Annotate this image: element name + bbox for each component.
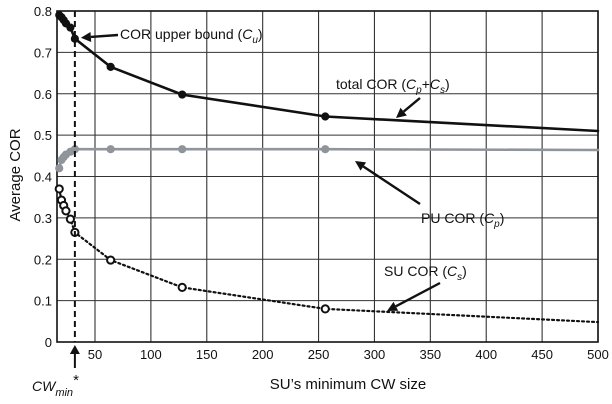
data-point: [178, 90, 187, 99]
x-tick-label: 300: [364, 347, 386, 362]
y-tick-label: 0.7: [34, 45, 52, 60]
y-axis-title: Average COR: [7, 128, 24, 221]
total-cor-annotation-arrow-shaft: [402, 97, 421, 113]
y-tick-label: 0: [45, 335, 52, 350]
x-tick-label: 400: [475, 347, 497, 362]
x-tick-label: 450: [531, 347, 553, 362]
reference-line: CWmin*: [32, 11, 80, 399]
ticks: 50 100 150 200 250 300 350 400 450 500 0 0.1 0.2 0.3 0…: [34, 4, 609, 362]
series-line-pu-cor: [57, 147, 600, 170]
data-point: [66, 23, 75, 32]
series-line-su-cor: [58, 187, 600, 324]
su-cor-annotation-arrow-head: [387, 301, 399, 311]
data-point: [177, 282, 187, 292]
data-point: [54, 184, 64, 194]
data-point: [320, 304, 330, 314]
su-cor-annotation-arrow-shaft: [395, 281, 441, 308]
y-tick-label: 0.4: [34, 170, 52, 185]
x-tick-label: 100: [140, 347, 162, 362]
grid: [56, 10, 599, 343]
data-point: [106, 145, 115, 154]
cu-annotation-arrow-head: [80, 32, 92, 42]
x-axis-title: SU’s minimum CW size: [270, 376, 426, 393]
y-tick-label: 0.8: [34, 4, 52, 19]
pu-cor-annotation-arrow-head: [355, 161, 367, 171]
total-cor-annotation: total COR (Cp+Cs): [336, 76, 450, 96]
cu-annotation: COR upper bound (Cu): [120, 26, 263, 46]
y-tick-label: 0.2: [34, 252, 52, 267]
annotations: COR upper bound (Cu) total COR (Cp+Cs) PU …: [80, 26, 504, 311]
data-point: [55, 164, 64, 173]
su-cor-annotation: SU COR (Cs): [384, 263, 467, 283]
data-point: [65, 214, 76, 224]
series: [54, 11, 600, 324]
plot-frame: [56, 10, 599, 343]
y-tick-label: 0.1: [34, 294, 52, 309]
x-tick-label: 150: [196, 347, 218, 362]
x-tick-label: 200: [252, 347, 274, 362]
y-tick-label: 0.6: [34, 87, 52, 102]
cw-min-label: CWmin*: [32, 372, 79, 399]
y-tick-label: 0.5: [34, 128, 52, 143]
data-point: [178, 145, 187, 154]
total-cor-annotation-arrow-head: [396, 107, 407, 118]
data-point: [106, 255, 116, 265]
x-tick-label: 50: [88, 347, 102, 362]
x-tick-label: 250: [308, 347, 330, 362]
x-tick-label: 500: [587, 347, 609, 362]
data-point: [106, 62, 115, 71]
pu-cor-annotation: PU COR (Cp): [421, 210, 504, 230]
cu-annotation-arrow-shaft: [90, 33, 119, 39]
x-tick-label: 350: [419, 347, 441, 362]
data-point: [321, 112, 330, 121]
data-point: [321, 145, 330, 154]
pu-cor-annotation-arrow-shaft: [362, 165, 421, 206]
y-tick-label: 0.3: [34, 211, 52, 226]
cw-min-arrow-head: [69, 345, 80, 354]
data-point: [61, 206, 71, 216]
